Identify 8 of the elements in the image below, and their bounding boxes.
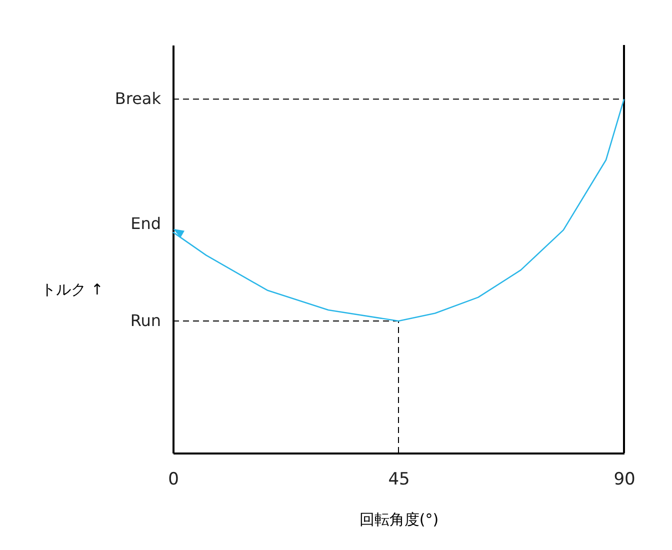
x-axis-title: 回転角度(°): [359, 510, 439, 528]
x-tick-label: 0: [168, 470, 179, 490]
x-tick-label: 90: [614, 470, 636, 490]
y-axis-title: トルク ↑: [41, 280, 104, 298]
annotation: End: [130, 214, 161, 234]
ref-line-label: Break: [114, 89, 162, 108]
ref-line-label: Run: [130, 311, 161, 330]
x-tick-label: 45: [388, 470, 410, 490]
